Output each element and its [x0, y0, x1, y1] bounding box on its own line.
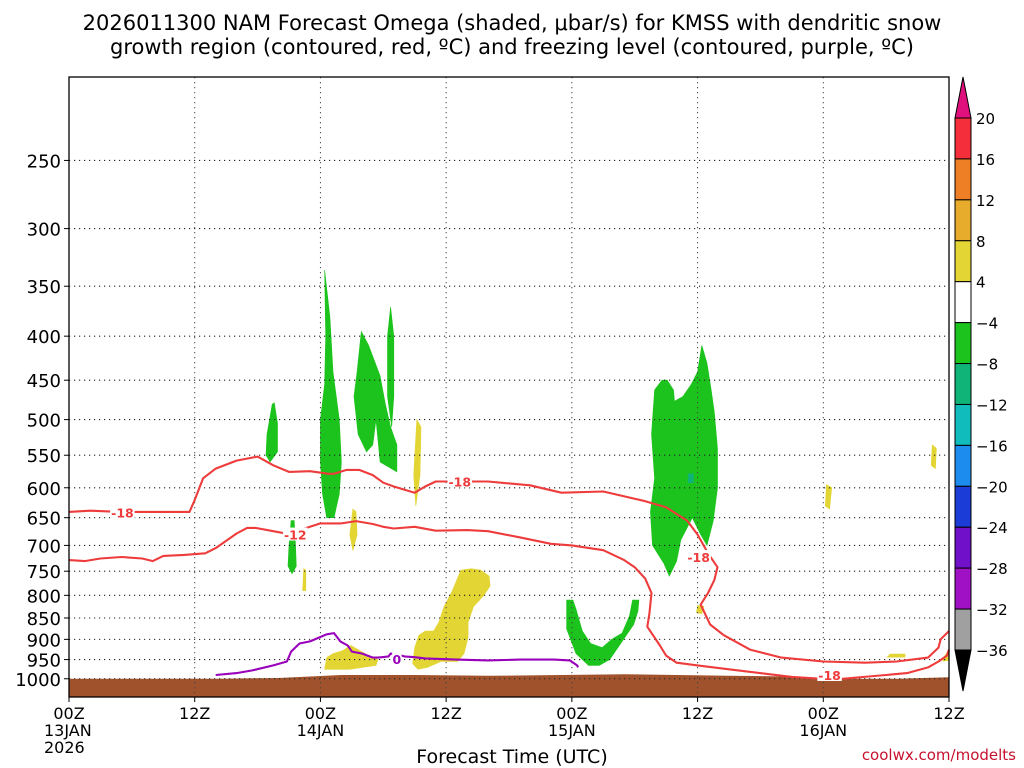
x-tick-label-72-0: 00Z	[808, 704, 839, 723]
x-tick-label-48-1: 15JAN	[548, 721, 596, 740]
contour-label-2: -18	[687, 550, 710, 565]
y-tick-label-350: 350	[27, 277, 61, 298]
y-tick-label-600: 600	[27, 479, 61, 500]
sinking-motion-region-4	[302, 568, 307, 591]
contour-label-bg-2	[686, 549, 711, 563]
x-tick-label-84-0: 12Z	[933, 704, 964, 723]
colorbar-top-arrow	[954, 76, 972, 119]
grid-layer	[69, 77, 949, 697]
upward-motion-region-3	[353, 330, 398, 473]
colorbar-swatch-10	[954, 526, 972, 569]
colorbar-swatch-4	[954, 281, 972, 324]
terrain-layer	[69, 674, 949, 697]
colorbar-swatch-3	[954, 240, 972, 283]
sinking-motion-region-8	[886, 653, 906, 658]
colorbar-swatch-0	[954, 117, 972, 160]
y-tick-label-450: 450	[27, 371, 61, 392]
y-tick-label-1000: 1000	[15, 670, 61, 691]
colorbar-swatch-6	[954, 363, 972, 405]
colorbar-swatch-7	[954, 403, 972, 446]
colorbar-label-13: −36	[976, 642, 1008, 660]
terrain-ground	[69, 674, 949, 697]
y-tick-label-950: 950	[27, 651, 61, 672]
contour-label-bg-0	[110, 505, 135, 519]
x-tick-label-48-0: 00Z	[556, 704, 587, 723]
colorbar-label-5: −4	[976, 315, 998, 333]
contour-label-1: -18	[448, 474, 471, 489]
y-tick-label-300: 300	[27, 220, 61, 241]
omega-shading-layer	[265, 269, 950, 670]
source-credit-link[interactable]: coolwx.com/modelts	[861, 746, 1016, 764]
y-tick-label-650: 650	[27, 509, 61, 530]
colorbar-swatch-12	[954, 608, 972, 651]
upward-motion-strong-region-0	[687, 473, 694, 484]
contour-label-3: -18	[818, 668, 841, 683]
chart-title-line-2: growth region (contoured, red, ºC) and f…	[110, 35, 914, 59]
sinking-motion-region-0	[412, 568, 491, 670]
upward-motion-region-0	[320, 269, 342, 519]
y-tick-label-800: 800	[27, 586, 61, 607]
upward-motion-region-4	[387, 306, 395, 428]
y-tick-label-400: 400	[27, 327, 61, 348]
colorbar-bottom-arrow	[954, 649, 972, 692]
contour-layer: -18 -18 -18 -18 -12 0	[68, 455, 950, 683]
colorbar-label-2: 12	[976, 192, 995, 210]
upward-motion-region-1	[265, 402, 278, 463]
y-tick-label-250: 250	[27, 151, 61, 172]
x-tick-label-72-1: 16JAN	[799, 721, 847, 740]
sinking-motion-region-5	[825, 484, 833, 510]
axes-layer: 2503003504004505005506006507007508008509…	[15, 76, 965, 757]
upward-motion-region-5	[650, 345, 718, 577]
colorbar-label-6: −8	[976, 356, 998, 374]
colorbar-swatch-5	[954, 322, 972, 365]
contour-label-bg-3	[817, 667, 842, 681]
colorbar: 20 16 12 8 4 −4 −8 −12 −16 −20 −24 −28 −32 −36	[954, 76, 1008, 692]
colorbar-swatch-9	[954, 485, 972, 528]
upward-motion-region-6	[566, 599, 640, 666]
y-tick-label-550: 550	[27, 446, 61, 467]
colorbar-label-12: −32	[976, 601, 1008, 619]
x-tick-label-60-0: 12Z	[682, 704, 713, 723]
colorbar-swatch-8	[954, 444, 972, 487]
contour-freezing-level	[215, 632, 580, 677]
contour-label-0: -18	[111, 505, 134, 520]
colorbar-label-8: −16	[976, 437, 1008, 455]
colorbar-swatch-11	[954, 567, 972, 610]
colorbar-label-10: −24	[976, 519, 1008, 537]
x-tick-label-24-0: 00Z	[305, 704, 336, 723]
colorbar-label-1: 16	[976, 151, 995, 169]
x-tick-label-0-0: 00Z	[53, 704, 84, 723]
contour-label-bg-1	[447, 474, 473, 488]
plot-frame	[68, 76, 950, 698]
contour-minus-12-lower	[68, 520, 950, 681]
y-tick-label-850: 850	[27, 609, 61, 630]
x-tick-label-36-0: 12Z	[430, 704, 461, 723]
contour-label-bg-5	[392, 651, 402, 665]
x-tick-label-0-2: 2026	[44, 738, 85, 757]
x-axis-title: Forecast Time (UTC)	[416, 746, 608, 768]
y-tick-label-900: 900	[27, 630, 61, 651]
contour-label-5: 0	[393, 652, 402, 667]
contour-minus-18-upper	[68, 455, 950, 664]
y-tick-label-750: 750	[27, 562, 61, 583]
chart-title-line-1: 2026011300 NAM Forecast Omega (shaded, μ…	[82, 11, 942, 35]
contour-label-bg-4	[283, 527, 308, 541]
y-tick-label-700: 700	[27, 536, 61, 557]
colorbar-label-4: 4	[976, 274, 986, 292]
colorbar-label-7: −12	[976, 396, 1008, 414]
colorbar-label-3: 8	[976, 233, 986, 251]
colorbar-swatch-2	[954, 199, 972, 242]
colorbar-label-9: −20	[976, 478, 1008, 496]
colorbar-label-0: 20	[976, 110, 995, 128]
x-tick-label-12-0: 12Z	[179, 704, 210, 723]
sinking-motion-region-6	[930, 444, 937, 470]
sinking-motion-region-3	[349, 508, 358, 551]
colorbar-swatch-1	[954, 158, 972, 201]
contour-label-4: -12	[284, 528, 307, 543]
x-tick-label-0-1: 13JAN	[44, 721, 92, 740]
x-tick-label-24-1: 14JAN	[297, 721, 345, 740]
colorbar-label-11: −28	[976, 560, 1008, 578]
y-tick-label-500: 500	[27, 411, 61, 432]
